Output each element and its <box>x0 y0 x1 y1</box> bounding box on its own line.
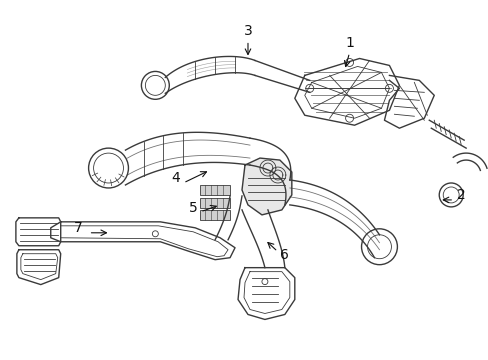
Text: 2: 2 <box>456 188 465 202</box>
Text: 5: 5 <box>188 201 197 215</box>
Bar <box>200 185 229 195</box>
Text: 6: 6 <box>280 248 289 262</box>
Text: 1: 1 <box>345 36 353 50</box>
Text: 4: 4 <box>170 171 179 185</box>
Bar <box>200 198 229 208</box>
Text: 3: 3 <box>243 23 252 37</box>
Bar <box>200 210 229 220</box>
Polygon shape <box>242 158 291 215</box>
Text: 7: 7 <box>74 221 83 235</box>
